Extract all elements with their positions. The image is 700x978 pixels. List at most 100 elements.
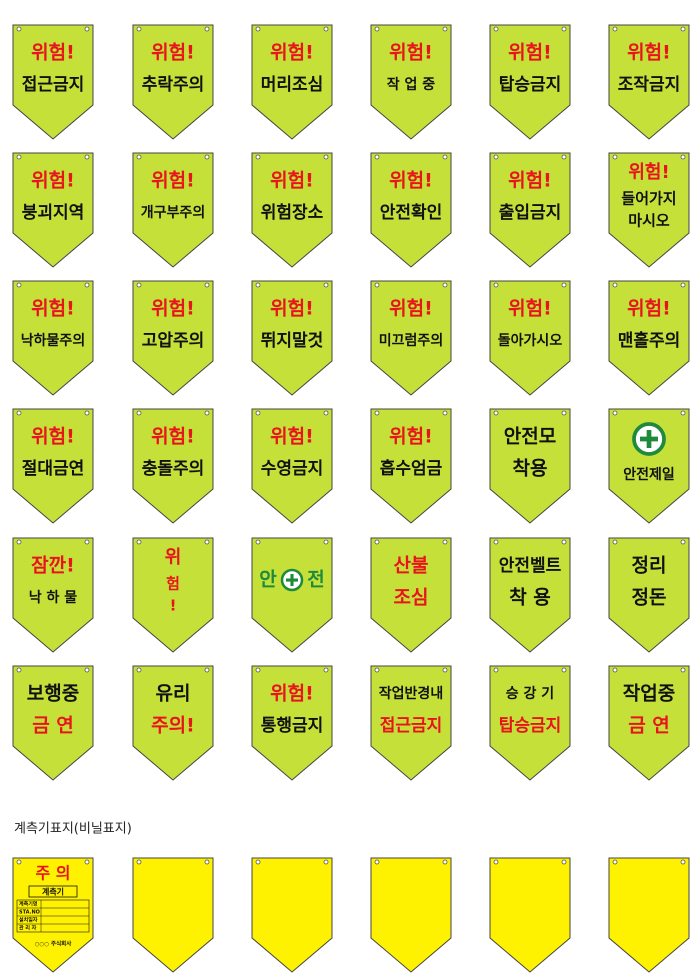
pennant bbox=[489, 665, 571, 781]
hole bbox=[84, 282, 90, 288]
hole bbox=[680, 282, 686, 288]
hole bbox=[204, 26, 210, 32]
hole bbox=[493, 282, 499, 288]
hole bbox=[374, 282, 380, 288]
pennant bbox=[608, 152, 690, 268]
sign-text: 위험! bbox=[389, 170, 433, 192]
hole bbox=[612, 154, 618, 160]
hole bbox=[442, 282, 448, 288]
hole bbox=[323, 859, 329, 865]
pennant bbox=[132, 24, 214, 140]
hole bbox=[493, 667, 499, 673]
pennant bbox=[489, 152, 571, 268]
pennant bbox=[132, 280, 214, 396]
gauge-field: 관 리 자 bbox=[19, 925, 37, 932]
sign-text: 위험! bbox=[508, 170, 552, 192]
hole bbox=[84, 539, 90, 545]
hole bbox=[561, 410, 567, 416]
pennant bbox=[132, 665, 214, 781]
pennant bbox=[370, 24, 452, 140]
sign-text: 위험! bbox=[270, 683, 314, 705]
sign-text: 낙하물주의 bbox=[21, 332, 85, 349]
pennant bbox=[489, 857, 571, 973]
hole bbox=[136, 154, 142, 160]
hole bbox=[255, 26, 261, 32]
sign-text: 마시오 bbox=[628, 212, 670, 230]
sign-text: 출입금지 bbox=[499, 203, 562, 223]
pennant bbox=[608, 280, 690, 396]
sign-text: 전 bbox=[307, 569, 324, 591]
sign-text: 조작금지 bbox=[618, 75, 681, 95]
hole bbox=[493, 539, 499, 545]
sign-text: 안전벨트 bbox=[499, 556, 562, 576]
gauge-footer: ○○○ 주식회사 bbox=[35, 940, 72, 948]
hole bbox=[680, 410, 686, 416]
hole bbox=[493, 154, 499, 160]
pennant bbox=[370, 280, 452, 396]
pennant bbox=[12, 152, 94, 268]
sign-text: 조심 bbox=[394, 587, 429, 609]
sign-text: 위험! bbox=[151, 426, 195, 448]
pennant bbox=[489, 408, 571, 524]
hole bbox=[561, 282, 567, 288]
sign-text: 금 연 bbox=[32, 715, 74, 737]
hole bbox=[680, 26, 686, 32]
sign-text: 돌아가시오 bbox=[498, 332, 563, 349]
pennant bbox=[370, 665, 452, 781]
pennant bbox=[132, 408, 214, 524]
cross-icon bbox=[286, 574, 298, 586]
sign-text: 정리 bbox=[632, 555, 667, 577]
hole bbox=[136, 859, 142, 865]
sign-text: 위험! bbox=[31, 426, 75, 448]
hole bbox=[16, 154, 22, 160]
hole bbox=[493, 26, 499, 32]
hole bbox=[561, 154, 567, 160]
sign-text: 정돈 bbox=[632, 587, 667, 609]
hole bbox=[204, 154, 210, 160]
sign-text: 안전모 bbox=[504, 426, 556, 448]
sign-text: 주의! bbox=[151, 715, 195, 737]
cross-icon bbox=[640, 430, 658, 448]
hole bbox=[442, 667, 448, 673]
sign-text: 금 연 bbox=[628, 715, 670, 737]
hole bbox=[680, 539, 686, 545]
sign-text: 절대금연 bbox=[22, 458, 85, 479]
pennant bbox=[370, 537, 452, 653]
hole bbox=[680, 859, 686, 865]
pennant bbox=[12, 408, 94, 524]
sign-text: 작업중 bbox=[623, 683, 675, 705]
hole bbox=[204, 859, 210, 865]
pennant bbox=[370, 152, 452, 268]
sign-text: 충돌주의 bbox=[142, 459, 205, 479]
sign-text: 위험! bbox=[151, 42, 195, 64]
hole bbox=[493, 410, 499, 416]
gauge-heading: 주 의 bbox=[35, 864, 70, 883]
sign-text: 착용 bbox=[513, 458, 548, 480]
hole bbox=[204, 539, 210, 545]
hole bbox=[204, 282, 210, 288]
hole bbox=[612, 859, 618, 865]
pennant bbox=[12, 24, 94, 140]
hole bbox=[374, 539, 380, 545]
hole bbox=[204, 667, 210, 673]
sign-text: 개구부주의 bbox=[141, 204, 205, 221]
hole bbox=[136, 410, 142, 416]
pennant bbox=[370, 408, 452, 524]
sign-text: 위험! bbox=[31, 42, 75, 64]
pennant bbox=[132, 857, 214, 973]
sign-text: 수영금지 bbox=[261, 459, 324, 479]
hole bbox=[561, 667, 567, 673]
hole bbox=[612, 667, 618, 673]
sign-text: 위험! bbox=[270, 42, 314, 64]
hole bbox=[323, 667, 329, 673]
hole bbox=[612, 282, 618, 288]
hole bbox=[16, 539, 22, 545]
sign-text: 위험! bbox=[508, 298, 552, 320]
hole bbox=[84, 859, 90, 865]
sign-text: 위 bbox=[165, 547, 182, 568]
hole bbox=[323, 282, 329, 288]
sign-text: 험 bbox=[166, 575, 180, 593]
sign-text: 착 용 bbox=[509, 587, 551, 609]
hole bbox=[442, 410, 448, 416]
